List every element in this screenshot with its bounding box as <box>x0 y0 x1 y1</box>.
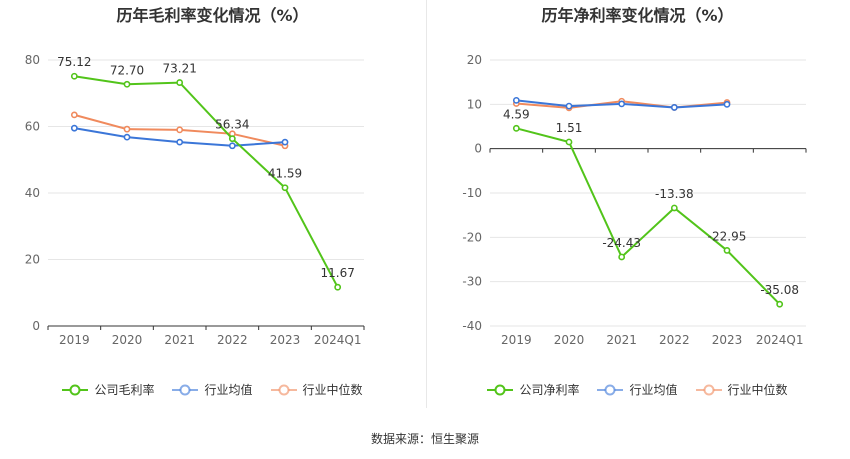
legend: 公司毛利率 行业均值 行业中位数 <box>0 381 425 398</box>
x-tick-label: 2022 <box>217 333 248 347</box>
legend-item[interactable]: 行业均值 <box>172 381 253 398</box>
data-label: 56.34 <box>215 118 249 132</box>
legend-marker-icon <box>172 384 199 395</box>
legend-label: 行业均值 <box>204 383 253 397</box>
x-tick-label: 2023 <box>712 333 743 347</box>
x-tick-label: 2020 <box>112 333 143 347</box>
data-label: -24.43 <box>602 236 641 250</box>
data-point <box>123 125 131 133</box>
y-tick-label: 0 <box>32 319 40 333</box>
data-point <box>176 79 184 86</box>
data-point <box>228 142 236 150</box>
y-tick-label: 10 <box>467 97 482 111</box>
data-label: -35.08 <box>760 283 799 297</box>
data-point <box>70 111 78 119</box>
net-margin-chart: -40 -30 -20 -10 0 10 20 2019 2020 2021 2022 2023 202… <box>462 53 807 347</box>
legend-label: 公司毛利率 <box>94 383 155 397</box>
data-point <box>670 204 678 212</box>
y-tick-label: 20 <box>25 253 40 267</box>
data-source: 数据来源：恒生聚源 <box>370 432 479 446</box>
x-tick-label: 2020 <box>554 333 585 347</box>
chart-title: 历年净利率变化情况（%） <box>541 6 734 25</box>
data-label: 41.59 <box>268 167 302 181</box>
x-tick-label: 2022 <box>659 333 690 347</box>
legend-marker-icon <box>270 384 297 395</box>
y-tick-label: -20 <box>462 230 482 244</box>
data-point <box>334 283 342 291</box>
data-point <box>176 138 184 146</box>
data-label: 75.12 <box>57 55 91 69</box>
legend-item[interactable]: 公司毛利率 <box>62 381 154 398</box>
y-tick-label: 80 <box>25 53 40 67</box>
data-point <box>670 104 678 111</box>
data-label: 4.59 <box>503 107 530 121</box>
legend-label: 行业中位数 <box>727 383 788 397</box>
data-point <box>723 247 731 254</box>
legend-item[interactable]: 公司净利率 <box>487 381 579 398</box>
y-tick-label: -30 <box>462 275 482 289</box>
data-point <box>565 102 573 110</box>
y-tick-label: -10 <box>462 186 482 200</box>
legend-item[interactable]: 行业均值 <box>597 381 678 398</box>
legend-item[interactable]: 行业中位数 <box>270 381 363 398</box>
x-tick-label: 2023 <box>270 333 301 347</box>
data-label: 1.51 <box>556 121 583 135</box>
data-point <box>281 138 289 146</box>
y-tick-label: 20 <box>467 53 482 67</box>
series-line-0 <box>74 75 339 288</box>
x-tick-label: 2021 <box>606 333 637 347</box>
data-point <box>176 126 184 134</box>
legend-marker-icon <box>487 384 514 395</box>
data-point <box>565 138 573 146</box>
data-label: -22.95 <box>708 229 747 243</box>
x-tick-label: 2021 <box>164 333 195 347</box>
data-point <box>776 300 784 308</box>
gross-margin-panel: 历年毛利率变化情况（%） 0 20 40 60 80 2019 2020 2021 2022 20… <box>0 0 425 420</box>
data-point <box>618 100 626 108</box>
legend-marker-icon <box>597 384 624 395</box>
x-tick-label: 2019 <box>59 333 90 347</box>
y-tick-label: 40 <box>25 186 40 200</box>
series-line-0 <box>516 127 781 305</box>
x-tick-label: 2019 <box>501 333 532 347</box>
net-margin-panel: 历年净利率变化情况（%） -40 -30 -20 -10 0 10 20 2019 2020 20… <box>425 0 850 420</box>
data-point <box>70 124 78 132</box>
data-label: -13.38 <box>655 187 694 201</box>
legend-item[interactable]: 行业中位数 <box>695 381 788 398</box>
x-tick-label: 2024Q1 <box>314 333 362 347</box>
data-label: 73.21 <box>162 62 196 76</box>
panel-divider <box>426 0 427 408</box>
data-point <box>123 133 131 141</box>
chart-title: 历年毛利率变化情况（%） <box>116 6 309 25</box>
legend-label: 行业均值 <box>629 383 678 397</box>
x-tick-label: 2024Q1 <box>756 333 804 347</box>
data-point <box>512 96 520 104</box>
gross-margin-chart: 0 20 40 60 80 2019 2020 2021 2022 2023 2024Q1 75.12… <box>25 53 365 347</box>
data-point <box>723 100 731 108</box>
legend-label: 行业中位数 <box>302 383 363 397</box>
data-point <box>123 80 131 88</box>
data-point <box>70 72 78 80</box>
y-tick-label: 0 <box>474 142 482 156</box>
legend-marker-icon <box>695 384 722 395</box>
data-point <box>281 184 289 192</box>
data-point <box>618 253 626 261</box>
data-label: 11.67 <box>320 266 354 280</box>
y-tick-label: -40 <box>462 319 482 333</box>
data-point <box>512 124 520 132</box>
data-point <box>228 135 236 143</box>
y-tick-label: 60 <box>25 120 40 134</box>
legend: 公司净利率 行业均值 行业中位数 <box>425 381 850 398</box>
data-label: 72.70 <box>110 63 144 77</box>
legend-marker-icon <box>62 384 89 395</box>
legend-label: 公司净利率 <box>519 383 580 397</box>
